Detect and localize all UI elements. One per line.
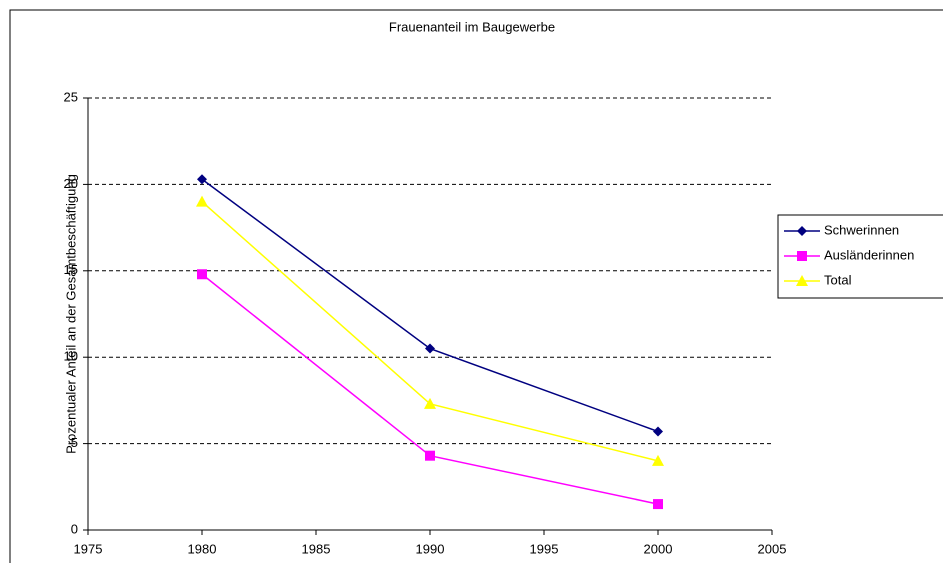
x-tick-label: 1995 — [530, 541, 559, 556]
marker — [424, 397, 436, 409]
legend-label: Ausländerinnen — [824, 247, 914, 262]
marker — [425, 450, 435, 461]
marker — [197, 269, 207, 280]
marker — [196, 195, 208, 207]
marker — [797, 226, 807, 236]
marker — [653, 499, 663, 510]
y-tick-label: 20 — [64, 176, 78, 191]
marker — [425, 343, 435, 354]
marker — [797, 251, 807, 261]
marker — [197, 174, 207, 185]
y-tick-label: 10 — [64, 349, 78, 364]
y-tick-label: 0 — [71, 521, 78, 536]
chart-title: Frauenanteil im Baugewerbe — [389, 19, 555, 34]
x-tick-label: 1990 — [416, 541, 445, 556]
x-tick-label: 2000 — [644, 541, 673, 556]
marker — [796, 275, 808, 286]
x-tick-label: 1980 — [188, 541, 217, 556]
legend-label: Schwerinnen — [824, 222, 899, 237]
y-tick-label: 5 — [71, 435, 78, 450]
marker — [652, 454, 664, 466]
x-tick-label: 1985 — [302, 541, 331, 556]
legend-label: Total — [824, 272, 852, 287]
marker — [653, 426, 663, 437]
x-tick-label: 2005 — [758, 541, 787, 556]
y-tick-label: 25 — [64, 89, 78, 104]
y-tick-label: 15 — [64, 262, 78, 277]
x-tick-label: 1975 — [74, 541, 103, 556]
y-axis-label: Prozentualer Anteil an der Gesamtbeschäf… — [63, 174, 78, 454]
